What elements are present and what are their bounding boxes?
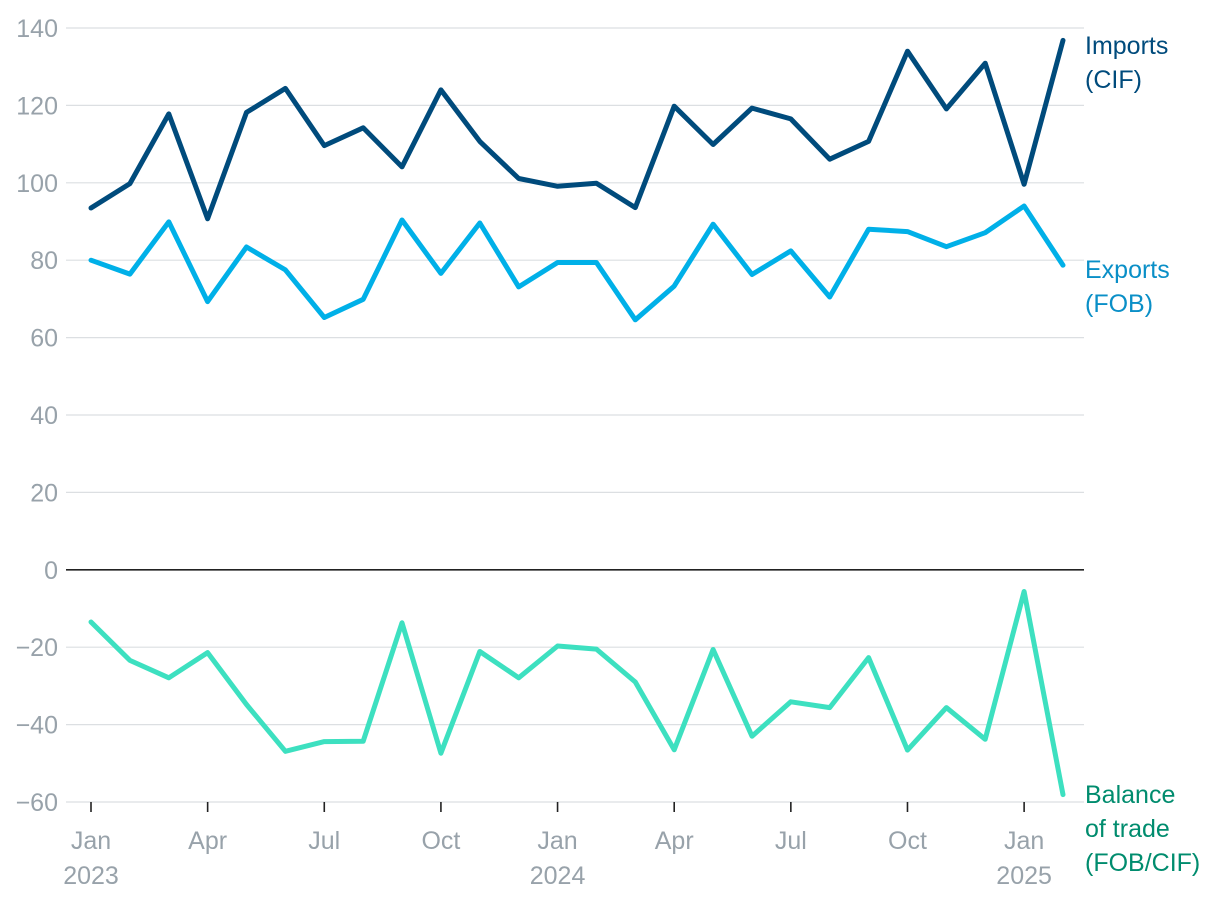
series-label: Balance (1085, 781, 1175, 809)
series-line-exports-fob (88, 203, 1066, 323)
series-labels: Imports (CIF) Exports (FOB) Balance of trade (… (1085, 32, 1200, 877)
x-tick-label-month: Jul (775, 827, 807, 855)
gridlines (66, 27, 1084, 803)
x-tick-label-month: Jul (308, 827, 340, 855)
series-line-balance-of-trade-fob-cif (88, 589, 1066, 798)
y-tick-label: 140 (16, 15, 58, 43)
y-tick-label: 0 (44, 557, 58, 585)
y-tick-label: 80 (30, 247, 58, 275)
series-label: (FOB) (1085, 290, 1153, 318)
series-label: (CIF) (1085, 66, 1142, 94)
y-axis-ticks: −60 −40 −20 0 20 40 60 80 100 120 140 (16, 15, 58, 817)
x-tick-label-month: Jan (1004, 827, 1044, 855)
y-tick-label: −20 (16, 634, 58, 662)
y-tick-label: −40 (16, 712, 58, 740)
x-tick-label-month: Oct (888, 827, 927, 855)
y-tick-label: −60 (16, 789, 58, 817)
y-tick-label: 100 (16, 170, 58, 198)
x-tick-label-year: 2023 (63, 862, 119, 890)
x-axis: Jan 2023 Apr Jul Oct Jan 2024 Apr Jul Oct Jan 2025 (63, 802, 1052, 890)
y-tick-label: 20 (30, 479, 58, 507)
y-tick-label: 60 (30, 325, 58, 353)
x-tick-label-month: Apr (188, 827, 227, 855)
series-label: Exports (1085, 256, 1170, 284)
x-tick-label-year: 2024 (530, 862, 586, 890)
x-tick-label-month: Oct (421, 827, 460, 855)
x-tick-label-year: 2025 (996, 862, 1052, 890)
y-tick-label: 40 (30, 402, 58, 430)
series-label: Imports (1085, 32, 1168, 60)
x-tick-label-month: Jan (71, 827, 111, 855)
y-tick-label: 120 (16, 92, 58, 120)
series-label: of trade (1085, 815, 1170, 843)
series-label: (FOB/CIF) (1085, 849, 1200, 877)
x-tick-label-month: Jan (537, 827, 577, 855)
series-lines (88, 37, 1066, 798)
x-tick-label-month: Apr (655, 827, 694, 855)
series-line-imports-cif (88, 37, 1066, 222)
